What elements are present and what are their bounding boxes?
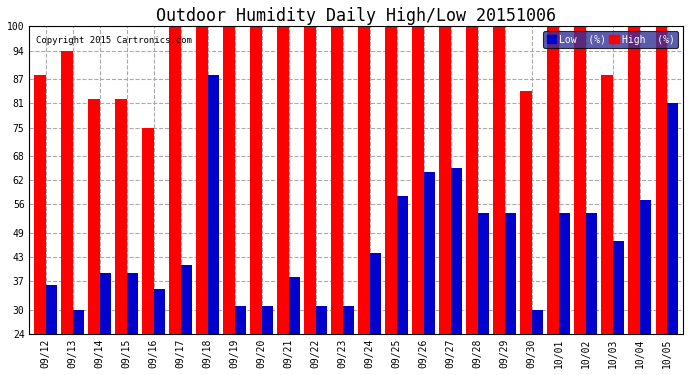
Bar xyxy=(559,213,570,334)
Bar xyxy=(424,172,435,334)
Bar xyxy=(127,273,138,334)
Bar xyxy=(520,91,532,334)
Bar xyxy=(61,51,72,334)
Bar xyxy=(208,75,219,334)
Bar xyxy=(262,306,273,334)
Bar xyxy=(343,306,354,334)
Bar xyxy=(288,277,300,334)
Bar xyxy=(331,27,343,334)
Bar xyxy=(250,27,262,334)
Bar xyxy=(629,27,640,334)
Bar xyxy=(505,213,516,334)
Title: Outdoor Humidity Daily High/Low 20151006: Outdoor Humidity Daily High/Low 20151006 xyxy=(156,7,556,25)
Bar xyxy=(613,241,624,334)
Bar xyxy=(370,253,381,334)
Bar xyxy=(397,196,408,334)
Bar xyxy=(656,27,667,334)
Bar xyxy=(197,27,208,334)
Bar xyxy=(586,213,597,334)
Bar xyxy=(466,27,477,334)
Bar xyxy=(115,99,127,334)
Bar xyxy=(547,27,559,334)
Bar xyxy=(142,128,154,334)
Bar xyxy=(358,27,370,334)
Bar xyxy=(181,265,192,334)
Bar xyxy=(575,27,586,334)
Bar xyxy=(532,309,543,334)
Bar xyxy=(235,306,246,334)
Bar xyxy=(316,306,327,334)
Text: Copyright 2015 Cartronics.com: Copyright 2015 Cartronics.com xyxy=(36,36,192,45)
Bar xyxy=(88,99,99,334)
Bar xyxy=(477,213,489,334)
Bar xyxy=(34,75,46,334)
Bar xyxy=(99,273,111,334)
Bar xyxy=(169,27,181,334)
Bar xyxy=(451,168,462,334)
Bar xyxy=(602,75,613,334)
Bar xyxy=(154,290,165,334)
Bar xyxy=(224,27,235,334)
Bar xyxy=(640,200,651,334)
Bar xyxy=(440,27,451,334)
Bar xyxy=(304,27,316,334)
Legend: Low  (%), High  (%): Low (%), High (%) xyxy=(543,32,678,48)
Bar xyxy=(72,309,84,334)
Bar xyxy=(46,285,57,334)
Bar xyxy=(413,27,424,334)
Bar xyxy=(386,27,397,334)
Bar xyxy=(493,27,505,334)
Bar xyxy=(667,104,678,334)
Bar xyxy=(277,27,288,334)
